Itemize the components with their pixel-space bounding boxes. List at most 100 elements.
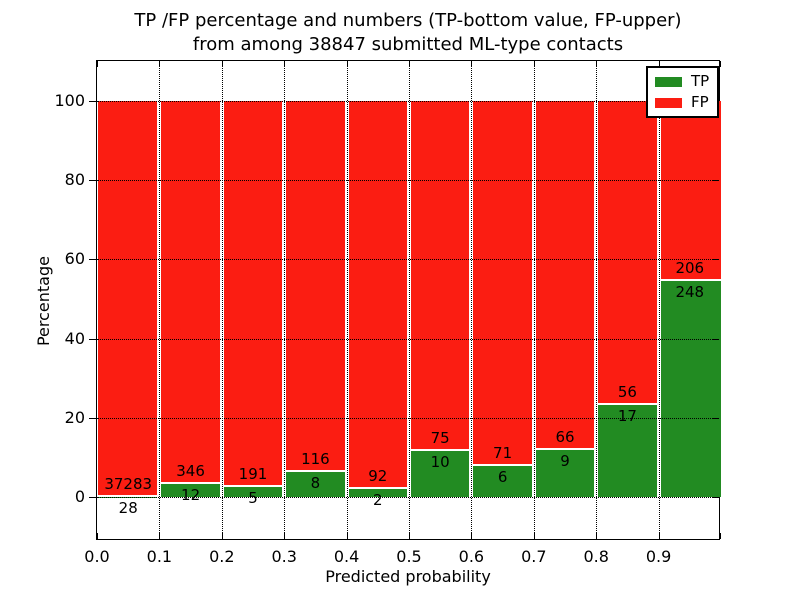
fp-count-label: 66 xyxy=(555,427,575,446)
y-axis-tick xyxy=(712,180,719,181)
grid-v-line xyxy=(284,61,286,539)
fp-count-label: 92 xyxy=(368,466,388,485)
fp-count-label: 116 xyxy=(301,449,330,468)
x-tick-label: 0.9 xyxy=(645,547,672,566)
x-tick-label: 0.1 xyxy=(146,547,173,566)
y-tick-label: 100 xyxy=(54,90,85,110)
y-tick-label: 20 xyxy=(64,408,85,428)
legend-label-tp: TP xyxy=(691,72,710,90)
tp-count-label: 10 xyxy=(430,452,450,471)
chart-title-line1: TP /FP percentage and numbers (TP-bottom… xyxy=(134,10,682,31)
x-axis-tick xyxy=(471,61,473,67)
fp-count-label: 206 xyxy=(675,258,705,277)
tp-count-label: 28 xyxy=(118,499,138,518)
fp-count-label: 191 xyxy=(238,465,268,484)
plot-area: 37283 28 346 12 191 5 116 8 92 2 75 10 71 6 66 9 56 17 206… xyxy=(54,60,721,566)
grid-h-line xyxy=(97,497,719,499)
bar-fp-segment xyxy=(535,100,595,450)
bar-fp-segment xyxy=(598,100,657,405)
fp-swatch-icon xyxy=(655,97,682,108)
grid-v-line xyxy=(533,61,535,539)
x-axis-tick xyxy=(221,533,223,539)
x-axis-tick xyxy=(97,533,98,539)
bar-fp-segment xyxy=(411,100,470,451)
grid-h-line xyxy=(97,100,719,102)
x-tick-label: 0.2 xyxy=(209,547,235,566)
tp-count-label: 8 xyxy=(310,473,321,492)
x-tick-label: 0.3 xyxy=(271,547,297,566)
chart-title-line2: from among 38847 submitted ML-type conta… xyxy=(192,34,624,55)
y-tick-label: 0 xyxy=(74,487,85,507)
x-axis-tick xyxy=(284,533,286,539)
x-axis-tick xyxy=(533,533,535,539)
bar-tp-segment xyxy=(660,280,721,498)
y-axis-tick xyxy=(89,338,96,340)
x-axis-tick xyxy=(658,61,660,67)
x-axis-tick xyxy=(720,533,721,539)
x-axis-tick xyxy=(346,61,348,67)
x-axis-tick xyxy=(596,533,598,539)
grid-h-line xyxy=(97,259,719,261)
fp-count-label: 71 xyxy=(493,444,513,463)
x-axis-tick xyxy=(97,61,98,67)
x-axis-tick xyxy=(221,61,223,67)
x-axis-tick xyxy=(409,61,410,67)
y-axis-tick xyxy=(89,418,96,420)
grid-v-line xyxy=(221,61,223,539)
grid-v-line xyxy=(471,61,473,539)
bar-fp-segment xyxy=(348,100,407,489)
y-axis-tick xyxy=(89,180,96,181)
bar-fp-segment xyxy=(473,100,532,467)
y-tick-label: 40 xyxy=(64,328,85,348)
chart-title: TP /FP percentage and numbers (TP-bottom… xyxy=(96,9,720,57)
x-axis-tick xyxy=(284,61,286,67)
grid-v-line xyxy=(596,61,598,539)
y-axis-tick xyxy=(89,100,96,102)
tp-count-label: 9 xyxy=(560,451,570,470)
tp-count-label: 17 xyxy=(617,406,637,425)
grid-v-line xyxy=(658,61,660,539)
x-axis-tick xyxy=(346,533,348,539)
bar-fp-segment xyxy=(161,100,220,485)
bar-tp-segment xyxy=(473,466,532,498)
x-tick-label: 0.7 xyxy=(521,547,547,566)
fp-count-label: 37283 xyxy=(104,475,153,494)
x-tick-label: 0.5 xyxy=(396,547,422,566)
x-axis-tick xyxy=(409,533,410,539)
y-axis-tick xyxy=(712,497,719,499)
bar-tp-segment xyxy=(598,404,657,498)
y-axis-tick xyxy=(712,418,719,420)
grid-h-line xyxy=(97,338,719,340)
grid-v-line xyxy=(346,61,348,539)
bar-fp-segment xyxy=(660,100,721,281)
legend-label-fp: FP xyxy=(691,93,709,111)
legend-entry-tp: TP xyxy=(655,73,709,90)
x-axis-tick xyxy=(533,61,535,67)
y-tick-label: 60 xyxy=(64,249,85,269)
x-axis-label: Predicted probability xyxy=(325,567,491,586)
bar-fp-segment xyxy=(286,100,345,472)
y-axis-tick xyxy=(712,259,719,261)
grid-v-line xyxy=(159,61,161,539)
y-axis-tick xyxy=(712,338,719,340)
x-axis-tick xyxy=(159,61,161,67)
fp-count-label: 346 xyxy=(176,462,205,481)
tp-swatch-icon xyxy=(655,76,682,87)
x-tick-label: 0.6 xyxy=(458,547,485,566)
tp-count-label: 248 xyxy=(675,282,705,301)
bar-tp-segment xyxy=(161,484,220,498)
fp-count-label: 75 xyxy=(430,428,450,447)
y-tick-label: 80 xyxy=(64,170,85,189)
x-tick-label: 0.8 xyxy=(583,547,609,566)
x-axis-tick xyxy=(658,533,660,539)
tp-count-label: 6 xyxy=(497,468,508,487)
grid-h-line xyxy=(97,180,719,181)
x-axis-tick xyxy=(596,61,598,67)
x-axis-tick xyxy=(471,533,473,539)
bar-tp-segment xyxy=(223,487,283,498)
y-axis-tick xyxy=(89,497,96,499)
bar-fp-segment xyxy=(223,100,283,488)
x-axis-tick xyxy=(720,61,721,67)
tp-count-label: 12 xyxy=(181,486,201,505)
